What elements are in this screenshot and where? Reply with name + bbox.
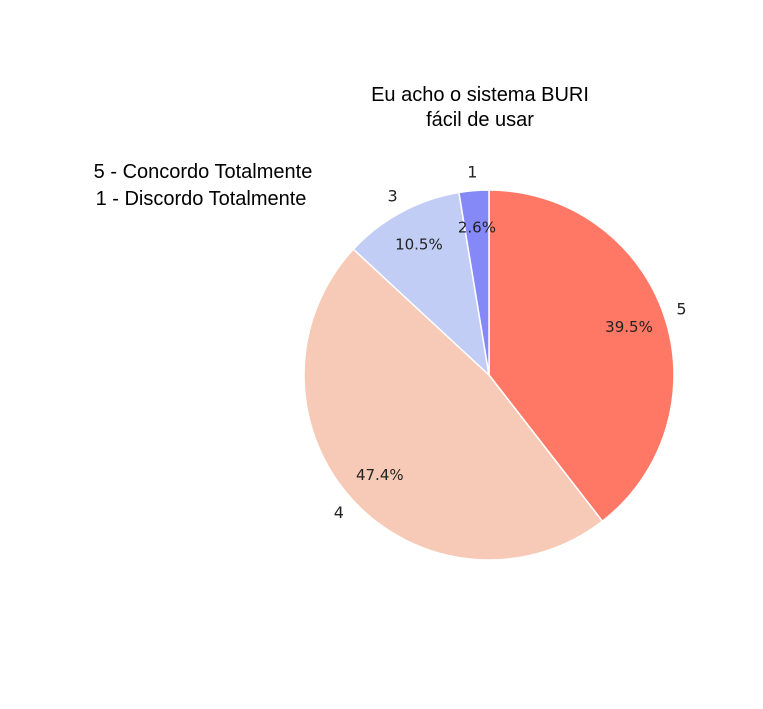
percent-label-4: 47.4%	[356, 466, 404, 484]
scale-note: 5 - Concordo Totalmente 1 - Discordo Tot…	[94, 161, 313, 210]
pie-slice-3	[352, 191, 491, 378]
chart-title-line-2: fácil de usar	[426, 109, 534, 131]
category-label-4: 4	[334, 503, 344, 522]
chart-title-line-1: Eu acho o sistema BURI	[371, 84, 589, 106]
scale-note-line-2: 1 - Discordo Totalmente	[96, 188, 307, 210]
pie-labels: 5 39.5% 4 47.4% 3 10.5% 1 2.6%	[334, 163, 687, 522]
chart-title: Eu acho o sistema BURI fácil de usar	[371, 84, 589, 131]
pie-slices	[303, 189, 675, 561]
category-label-1: 1	[467, 163, 477, 182]
percent-label-5: 39.5%	[605, 318, 653, 336]
category-label-3: 3	[388, 186, 398, 205]
percent-label-3: 10.5%	[395, 236, 443, 254]
category-label-5: 5	[676, 300, 686, 319]
scale-note-line-1: 5 - Concordo Totalmente	[94, 161, 313, 183]
pie-slice-5	[488, 189, 675, 523]
pie-slice-4	[303, 248, 604, 561]
pie-slice-1	[458, 189, 490, 376]
percent-label-1: 2.6%	[458, 219, 496, 237]
